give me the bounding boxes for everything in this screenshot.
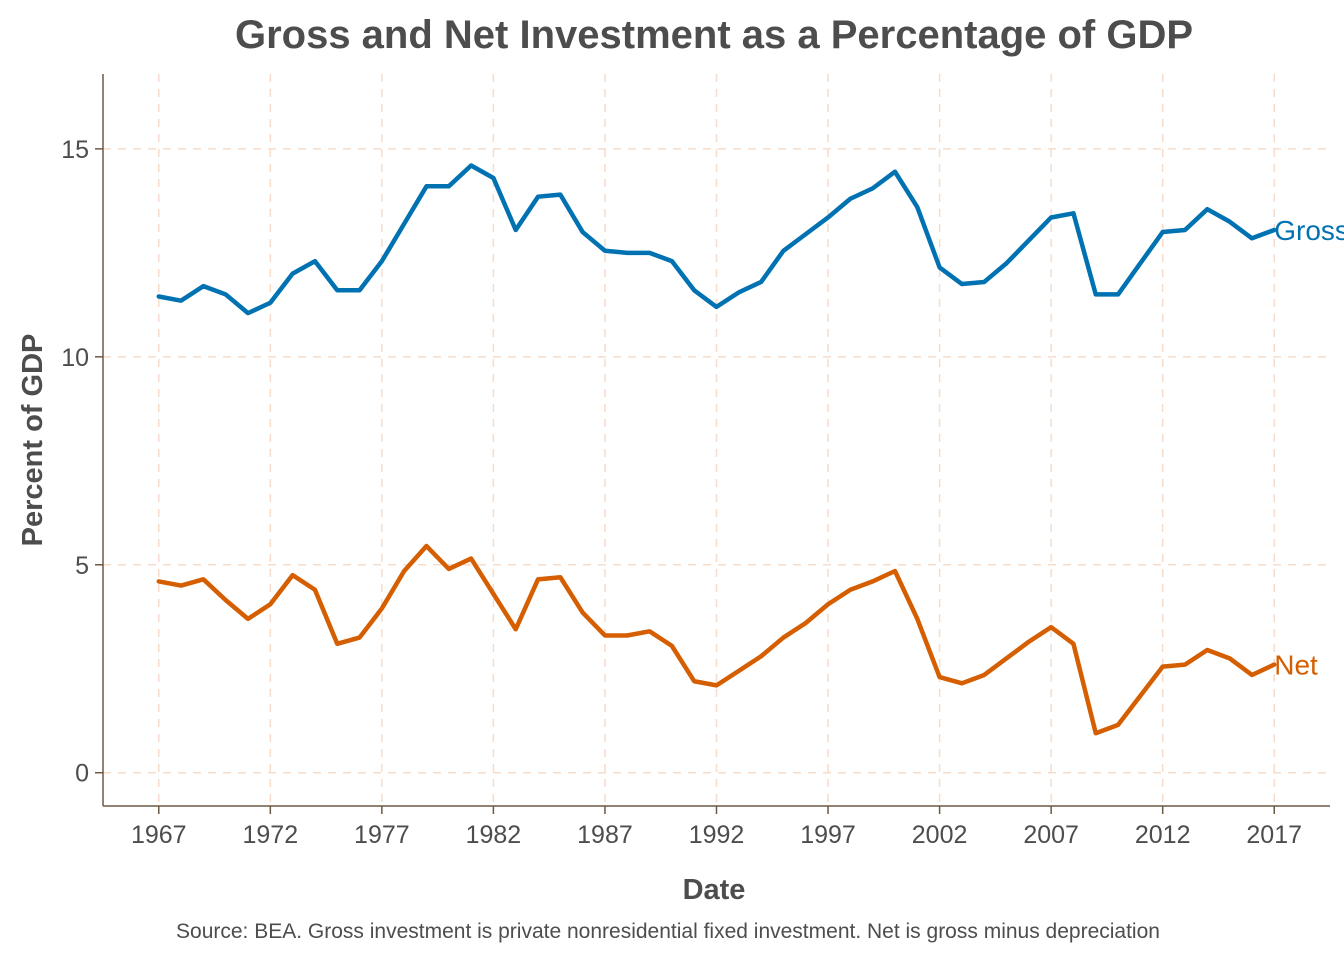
x-tick-label: 1967 bbox=[131, 821, 187, 849]
x-tick-label: 1992 bbox=[689, 821, 745, 849]
series-lines: Gross Net bbox=[156, 163, 1344, 736]
tick-labels: 1967 1972 1977 1982 1987 1992 1997 2002 2007 2012… bbox=[61, 136, 1302, 849]
x-tick-label: 1977 bbox=[354, 821, 410, 849]
x-tick-label: 2007 bbox=[1023, 821, 1079, 849]
y-tick-label: 5 bbox=[75, 552, 89, 580]
x-tick-label: 1982 bbox=[466, 821, 522, 849]
x-tick-label: 2017 bbox=[1246, 821, 1302, 849]
series-line-gross bbox=[156, 163, 1277, 316]
x-tick-label: 1997 bbox=[800, 821, 856, 849]
x-tick-label: 2012 bbox=[1135, 821, 1191, 849]
gridlines bbox=[103, 74, 1330, 806]
chart-title: Gross and Net Investment as a Percentage… bbox=[235, 13, 1193, 57]
x-tick-label: 1987 bbox=[577, 821, 633, 849]
axes bbox=[95, 74, 1330, 814]
series-end-label: Net bbox=[1274, 650, 1318, 681]
series-line-net bbox=[156, 543, 1277, 736]
y-tick-label: 0 bbox=[75, 760, 89, 788]
y-tick-label: 10 bbox=[61, 344, 89, 372]
y-tick-label: 15 bbox=[61, 136, 89, 164]
x-tick-label: 2002 bbox=[912, 821, 968, 849]
x-axis-title: Date bbox=[683, 874, 746, 906]
chart-caption: Source: BEA. Gross investment is private… bbox=[176, 920, 1160, 943]
x-tick-label: 1972 bbox=[243, 821, 299, 849]
series-end-label: Gross bbox=[1274, 215, 1344, 246]
y-axis-title: Percent of GDP bbox=[17, 334, 49, 547]
